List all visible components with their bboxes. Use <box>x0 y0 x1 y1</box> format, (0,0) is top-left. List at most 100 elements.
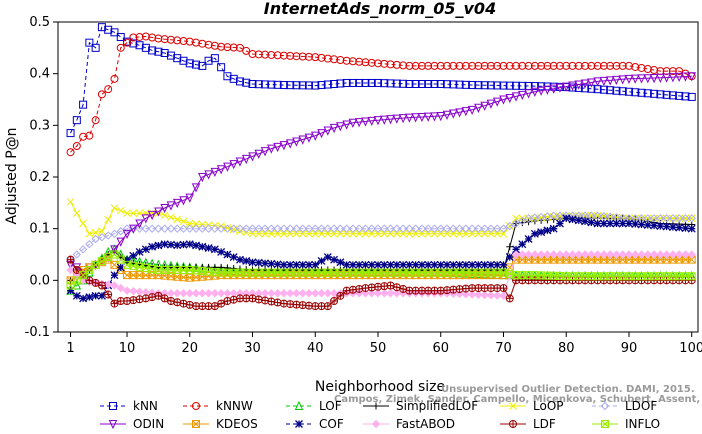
data-point <box>468 61 477 70</box>
data-point <box>398 114 408 124</box>
data-point <box>330 255 339 264</box>
data-point <box>179 299 188 308</box>
data-point <box>166 201 176 211</box>
data-point <box>66 286 75 295</box>
data-point <box>643 250 653 259</box>
data-point <box>192 220 200 228</box>
data-point <box>173 298 182 307</box>
data-point <box>279 81 288 90</box>
data-point <box>524 250 533 259</box>
data-point <box>455 61 464 70</box>
data-point <box>373 224 383 233</box>
data-point <box>204 224 213 233</box>
data-point <box>468 81 477 90</box>
data-point <box>530 213 540 222</box>
x-tick-label: 40 <box>307 341 324 356</box>
data-point <box>292 260 301 269</box>
data-point <box>198 263 207 273</box>
legend: kNN kNNW LOF SimplifiedLOF LoOP LDOF ODIN KDEOS… <box>100 399 660 431</box>
data-point <box>367 289 376 298</box>
data-point <box>166 35 175 44</box>
data-point <box>555 211 565 220</box>
data-point <box>392 114 402 124</box>
data-point <box>260 147 270 157</box>
data-point <box>455 224 464 233</box>
data-point <box>512 245 520 254</box>
data-point <box>336 79 345 88</box>
data-point <box>367 260 376 269</box>
data-point <box>273 229 282 238</box>
data-point <box>398 224 408 233</box>
data-point <box>449 109 458 119</box>
data-point <box>285 289 295 298</box>
data-point <box>147 224 157 233</box>
data-point <box>198 173 207 183</box>
data-point <box>681 224 690 233</box>
data-point <box>442 224 452 233</box>
data-point <box>674 250 684 259</box>
data-point <box>110 245 119 255</box>
data-point <box>443 80 452 89</box>
data-point <box>179 217 188 226</box>
data-point <box>148 33 157 42</box>
data-point <box>198 39 207 48</box>
data-point <box>179 196 188 206</box>
data-point <box>330 55 339 64</box>
data-point <box>687 250 696 259</box>
data-point <box>580 79 590 89</box>
data-point <box>298 81 307 90</box>
data-point <box>612 86 621 95</box>
data-point <box>229 43 238 52</box>
data-point <box>524 61 533 70</box>
data-point <box>323 80 332 89</box>
data-point <box>354 224 364 233</box>
data-point <box>116 43 125 52</box>
data-point <box>518 214 527 223</box>
data-point <box>317 81 326 90</box>
data-point <box>97 281 106 290</box>
data-point <box>304 289 314 298</box>
x-axis-ticks: 1 10 20 30 40 50 60 70 80 90 100 <box>66 332 702 356</box>
y-tick-label: 0.1 <box>29 222 50 237</box>
data-point <box>317 229 326 238</box>
legend-item-ldof: LDOF <box>592 399 657 413</box>
data-point <box>455 229 464 238</box>
data-point <box>129 33 138 42</box>
data-point <box>85 239 94 249</box>
data-point <box>179 224 188 233</box>
data-point <box>110 281 119 290</box>
data-point <box>662 250 671 259</box>
legend-item-kdeos: KDEOS <box>183 417 258 431</box>
data-point <box>248 152 257 162</box>
legend-item-simplifiedlof: SimplifiedLOF <box>363 399 478 413</box>
data-point <box>687 272 696 281</box>
data-point <box>449 80 458 89</box>
data-point <box>85 229 94 238</box>
data-point <box>361 58 370 67</box>
data-point <box>637 63 646 72</box>
data-point <box>110 74 119 83</box>
legend-label: COF <box>319 417 344 431</box>
data-point <box>606 61 615 70</box>
series-line-knnw <box>70 35 692 153</box>
data-point <box>549 84 558 94</box>
data-point <box>355 57 364 66</box>
data-point <box>198 61 207 70</box>
data-point <box>154 241 163 250</box>
data-point <box>380 229 389 238</box>
data-point <box>336 291 345 300</box>
data-point <box>367 78 376 87</box>
data-point <box>342 229 351 238</box>
data-point <box>468 260 477 269</box>
data-point <box>624 74 634 85</box>
data-point <box>311 229 320 238</box>
data-point <box>285 139 295 149</box>
data-point <box>261 50 270 59</box>
data-point <box>286 229 295 238</box>
data-point <box>649 214 659 223</box>
data-point <box>204 56 213 65</box>
data-point <box>217 42 226 51</box>
data-point <box>386 224 395 233</box>
data-point <box>399 79 408 88</box>
data-point <box>624 250 634 259</box>
